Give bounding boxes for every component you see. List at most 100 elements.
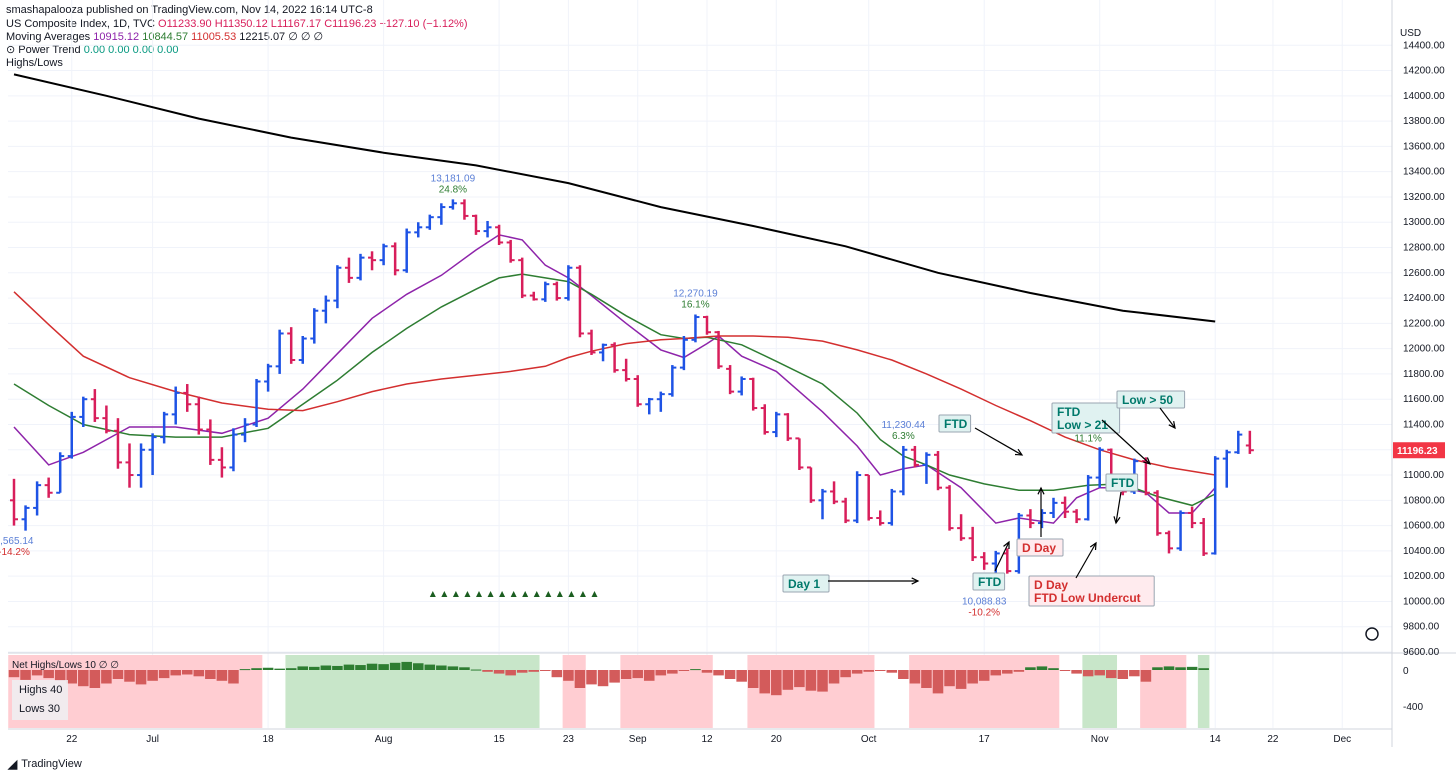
ohlc-bar <box>1026 509 1035 529</box>
ohlc-bar <box>760 404 769 435</box>
ohlc-bar <box>922 452 931 484</box>
histogram-bar <box>505 670 516 676</box>
histogram-bar <box>1175 667 1186 670</box>
time-tick-label: Jul <box>146 734 159 745</box>
ohlc-bar <box>1245 430 1254 454</box>
ohlc-bar <box>125 443 134 488</box>
publisher-line: smashapalooza published on TradingView.c… <box>6 4 373 16</box>
histogram-bar <box>909 670 921 684</box>
histogram-bar <box>563 670 574 681</box>
ohlc-bar <box>333 265 342 309</box>
ohlc-bar <box>957 514 966 541</box>
histogram-bar <box>124 670 135 682</box>
histogram-bar <box>516 670 528 673</box>
ma-value-21: 10844.57 <box>142 31 189 43</box>
power-trend-legend[interactable]: ⊙ Power Trend 0.00 0.00 0.00 0.00 <box>6 44 468 57</box>
net-highs-lows-legend: Net Highs/Lows 10 ∅ ∅ <box>12 660 119 671</box>
histogram-bar <box>355 665 366 670</box>
grid <box>8 0 1392 728</box>
ohlc-bar <box>564 265 573 301</box>
ohlc-bar <box>1049 497 1058 519</box>
histogram-bar <box>216 670 228 681</box>
net-highs-lows-bands <box>8 655 1210 728</box>
ohlc-bar <box>264 363 273 392</box>
ohlc-bar <box>344 257 353 283</box>
power-trend-marker <box>579 591 586 597</box>
footer[interactable]: ◢ TradingView <box>8 757 82 771</box>
histogram-bar <box>389 662 401 670</box>
ohlc-bar <box>275 329 284 374</box>
ohlc-bar <box>806 466 815 503</box>
annotation-arrow <box>994 541 1010 572</box>
annotation-ftd-low-above-21-box <box>1051 402 1121 434</box>
moving-averages-legend[interactable]: Moving Averages 10915.12 10844.57 11005.… <box>6 31 468 44</box>
price-tick-label: 10800.00 <box>1403 495 1445 506</box>
ohlc-bar <box>876 510 885 526</box>
time-tick-label: 22 <box>66 734 78 745</box>
histogram-bar <box>574 670 586 688</box>
annotation-d-day-ftd-low-undercut: D Day <box>1034 578 1068 592</box>
eye-icon[interactable]: ⊙ <box>6 44 16 56</box>
histogram-bar <box>193 670 205 677</box>
ohlc-bar <box>656 391 665 412</box>
ohlc-bar <box>703 315 711 335</box>
price-tick-label: 11000.00 <box>1403 470 1444 481</box>
histogram-bar <box>1186 666 1198 670</box>
histogram-bar <box>1025 667 1036 670</box>
histogram-bar <box>285 668 297 670</box>
ohlc-bar <box>194 396 203 435</box>
ohlc-bar <box>379 243 388 266</box>
ohlc-bar <box>1234 430 1243 454</box>
annotation-ftd: FTD <box>978 575 1002 589</box>
ohlc-bar <box>229 428 238 472</box>
histogram-bar <box>701 670 713 673</box>
ohlc-bar <box>356 253 365 281</box>
histogram-bar <box>828 670 840 684</box>
ohlc-bar <box>968 526 977 561</box>
histogram-bar <box>158 670 170 679</box>
last-price-tag <box>1393 442 1445 459</box>
histogram-bar <box>540 670 551 671</box>
histogram-bar <box>851 670 863 674</box>
price-tick-label: 9600.00 <box>1403 647 1440 658</box>
ma-line-200 <box>13 73 1216 323</box>
annotation-ftd-box <box>1105 473 1139 492</box>
histogram-bar <box>817 670 828 692</box>
symbol-line[interactable]: US Composite Index, 1D, TVC O11233.90 H1… <box>6 18 468 31</box>
time-tick-label: Sep <box>629 734 647 745</box>
price-label-percent: 11.1% <box>1074 433 1102 444</box>
net-highs-lows-band <box>8 655 263 728</box>
histogram-bar <box>274 668 285 670</box>
ohlc-bar <box>552 281 561 301</box>
price-tick-label: 13600.00 <box>1403 141 1445 152</box>
moving-average-lines <box>13 73 1216 524</box>
power-trend-marker <box>510 591 517 597</box>
histogram-bar <box>401 661 412 670</box>
histogram-bar <box>655 670 667 676</box>
chart-header: smashapalooza published on TradingView.c… <box>6 4 468 70</box>
ohlc-bar <box>980 552 989 570</box>
histogram-bar <box>794 670 805 688</box>
annotation-day-1-box <box>782 574 830 593</box>
ohlc-bar <box>252 378 261 428</box>
histogram-bar <box>932 670 944 694</box>
histogram-bar <box>667 670 678 674</box>
histogram-bar <box>747 670 759 688</box>
histogram-bar <box>690 669 701 671</box>
net-highs-lows-band <box>562 655 586 728</box>
highs-lows-legend[interactable]: Highs/Lows <box>6 57 63 69</box>
ohlc-bar <box>726 365 735 395</box>
price-tick-label: 13800.00 <box>1403 116 1445 127</box>
histogram-bar <box>343 664 355 670</box>
histogram-bar <box>378 664 389 670</box>
ohlc-bar <box>991 550 1000 591</box>
annotation-arrow <box>1101 419 1151 465</box>
annotation-arrow-head <box>1003 540 1010 549</box>
ohlc-bar <box>1107 448 1116 486</box>
ohlc-values: O11233.90 H11350.12 L11167.17 C11196.23 … <box>158 18 468 30</box>
price-tick-label: 14000.00 <box>1403 91 1445 102</box>
ohlc-bar <box>1037 509 1046 529</box>
power-trend-marker <box>487 591 494 597</box>
